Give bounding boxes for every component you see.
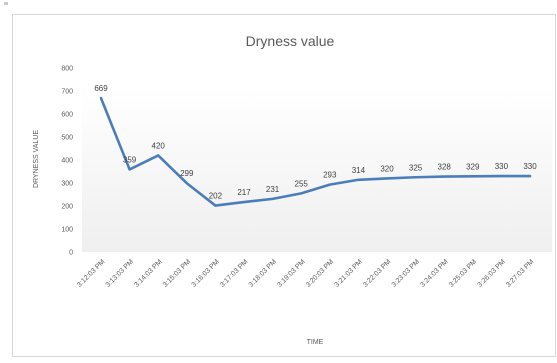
x-tick-label: 3:26:03 PM	[477, 258, 507, 288]
x-tick-label: 3:18:03 PM	[248, 258, 278, 288]
data-label: 669	[94, 84, 108, 93]
x-tick-label: 3:19:03 PM	[276, 258, 306, 288]
y-tick-label: 0	[69, 250, 73, 257]
y-axis-label: DRYNESS VALUE	[33, 130, 40, 188]
x-tick-label: 3:21:03 PM	[334, 258, 364, 288]
y-axis-ticks: 0 100 200 300 400 500 600 700 800	[61, 66, 73, 257]
chart-title: Dryness value	[246, 33, 335, 49]
x-axis-label: TIME	[307, 339, 324, 346]
data-label: 202	[209, 192, 223, 201]
data-label: 420	[152, 141, 166, 150]
y-tick-label: 700	[61, 89, 73, 96]
data-label: 330	[495, 162, 509, 171]
x-tick-label: 3:14:03 PM	[133, 258, 163, 288]
x-tick-label: 3:27:03 PM	[505, 258, 535, 288]
data-label: 320	[380, 164, 394, 173]
data-label: 325	[409, 163, 423, 172]
x-tick-label: 3:22:03 PM	[362, 258, 392, 288]
x-tick-label: 3:17:03 PM	[219, 258, 249, 288]
data-label: 255	[295, 179, 309, 188]
x-tick-label: 3:20:03 PM	[305, 258, 335, 288]
x-tick-label: 3:23:03 PM	[391, 258, 421, 288]
y-tick-label: 200	[61, 204, 73, 211]
x-axis-ticks: 3:12:03 PM3:13:03 PM3:14:03 PM3:15:03 PM…	[76, 258, 535, 288]
data-label: 231	[266, 185, 280, 194]
y-tick-label: 400	[61, 158, 73, 165]
corner-mark	[4, 2, 8, 5]
data-label: 329	[466, 162, 480, 171]
x-tick-label: 3:15:03 PM	[162, 258, 192, 288]
data-label: 217	[237, 188, 251, 197]
x-tick-label: 3:12:03 PM	[76, 258, 106, 288]
series-line	[99, 96, 532, 207]
data-label: 328	[438, 163, 452, 172]
data-label: 299	[180, 169, 194, 178]
y-tick-label: 800	[61, 66, 73, 73]
plot-shade	[82, 86, 552, 252]
y-tick-label: 300	[61, 181, 73, 188]
y-tick-label: 500	[61, 135, 73, 142]
x-tick-label: 3:16:03 PM	[191, 258, 221, 288]
data-label: 359	[123, 155, 137, 164]
y-tick-label: 600	[61, 112, 73, 119]
data-label: 330	[523, 162, 537, 171]
data-label: 293	[323, 171, 337, 180]
x-tick-label: 3:24:03 PM	[419, 258, 449, 288]
y-tick-label: 100	[61, 227, 73, 234]
data-labels: 669 359 420 299 202 217 231 255 293 314 320 325 328 3…	[94, 84, 537, 200]
x-tick-label: 3:25:03 PM	[448, 258, 478, 288]
x-tick-label: 3:13:03 PM	[105, 258, 135, 288]
data-label: 314	[352, 166, 366, 175]
